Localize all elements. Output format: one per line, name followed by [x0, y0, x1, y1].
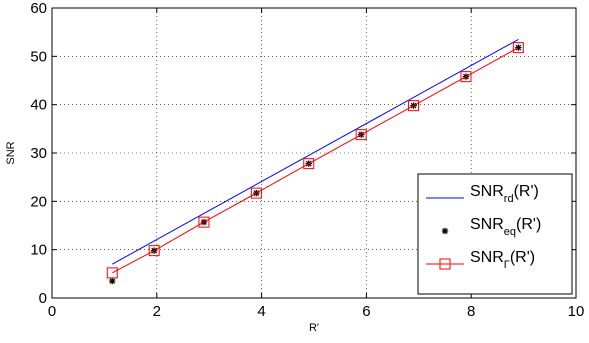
x-axis-title: R' — [309, 322, 319, 334]
legend-item: SNReq(R') — [441, 216, 541, 238]
square-marker — [106, 267, 118, 279]
plot-series — [106, 38, 524, 285]
y-tick-label: 30 — [30, 145, 47, 162]
square-marker — [148, 245, 160, 257]
x-tick-label: 6 — [362, 303, 370, 320]
square-marker — [460, 71, 472, 83]
legend-label: SNRΓ(R') — [470, 249, 535, 271]
series-Γ — [106, 42, 524, 279]
legend: SNRrd(R') SNReq(R') SNRΓ(R') — [417, 173, 573, 295]
y-tick-label: 50 — [30, 48, 47, 65]
asterisk-marker — [109, 277, 116, 285]
x-tick-label: 4 — [257, 303, 265, 320]
asterisk-marker — [441, 227, 449, 235]
y-tick-label: 40 — [30, 97, 47, 114]
x-tick-label: 10 — [568, 303, 585, 320]
square-marker — [408, 100, 420, 112]
square-marker — [198, 216, 210, 228]
x-tick-label: 2 — [153, 303, 161, 320]
legend-item: SNRrd(R') — [426, 183, 539, 205]
square-marker — [439, 258, 451, 270]
legend-box — [417, 173, 573, 295]
y-tick-label: 60 — [30, 0, 47, 17]
square-marker — [303, 158, 315, 170]
series-line — [112, 47, 519, 274]
legend-label: SNReq(R') — [470, 216, 541, 238]
legend-label: SNRrd(R') — [470, 183, 539, 205]
y-tick-label: 10 — [30, 242, 47, 259]
square-marker — [250, 187, 262, 199]
x-tick-label: 8 — [467, 303, 475, 320]
y-tick-label: 20 — [30, 193, 47, 210]
series-rd — [112, 38, 519, 265]
square-marker — [355, 129, 367, 141]
square-marker — [512, 42, 524, 54]
y-axis-title: SNR — [5, 141, 17, 164]
x-tick-label: 0 — [48, 303, 56, 320]
series-line — [112, 38, 519, 265]
legend-item: SNRΓ(R') — [426, 249, 535, 271]
asterisk-marker — [515, 44, 522, 51]
y-tick-label: 0 — [39, 290, 47, 307]
axis-ticks: 0 2 4 6 8 10 0 10 20 30 40 50 60 — [30, 0, 584, 320]
